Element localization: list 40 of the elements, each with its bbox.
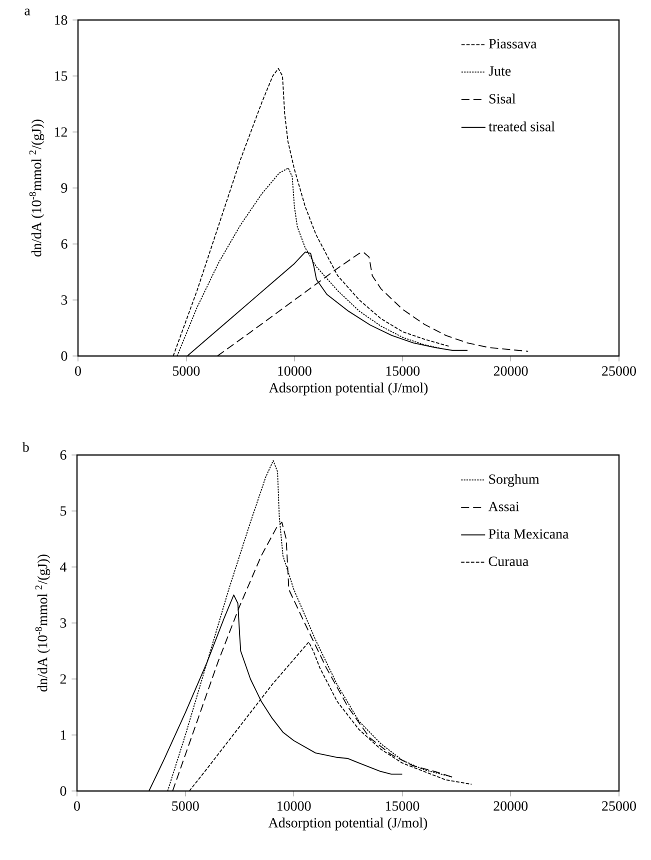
x-tick-label: 10000	[278, 801, 311, 811]
y-tick-label: 18	[54, 15, 68, 25]
y-tick-label: 3	[60, 618, 66, 628]
legend-label: Pita Mexicana	[488, 529, 569, 539]
y-tick-label: 4	[60, 562, 67, 572]
legend-label: treated sisal	[488, 121, 555, 132]
legend-label: Piassava	[488, 39, 537, 48]
x-tick-label: 15000	[386, 366, 420, 376]
y-tick-label: 9	[61, 183, 68, 193]
x-tick-label: 5000	[172, 801, 199, 811]
chart-title: a	[24, 8, 30, 16]
legend-label: Assai	[488, 502, 520, 512]
y-tick-label: 12	[54, 127, 67, 137]
x-tick-label: 0	[74, 801, 80, 811]
x-tick-label: 0	[75, 366, 81, 376]
y-tick-label: 0	[61, 351, 68, 361]
y-tick-label: 15	[54, 71, 68, 81]
y-axis-title: dn/dA (10$^{-8}$mmol $^{2}$/(gJ))	[35, 554, 50, 692]
legend-label: Sorghum	[489, 474, 540, 487]
x-tick-label: 20000	[494, 801, 528, 811]
y-tick-label: 0	[60, 786, 66, 796]
x-tick-label: 20000	[494, 366, 528, 376]
legend-label: Curaua	[488, 556, 528, 566]
x-tick-label: 15000	[386, 801, 420, 811]
legend-label: Jute	[488, 66, 511, 76]
x-tick-label: 25000	[602, 366, 636, 376]
y-tick-label: 6	[61, 239, 68, 249]
x-tick-label: 25000	[602, 801, 636, 811]
x-tick-label: 5000	[173, 366, 200, 376]
y-tick-label: 1	[60, 730, 66, 740]
x-axis-title: Adsorption potential (J/mol)	[268, 818, 428, 830]
y-tick-label: 3	[61, 295, 68, 305]
legend-label: Sisal	[490, 94, 516, 104]
x-axis-title: Adsorption potential (J/mol)	[268, 382, 428, 396]
y-tick-label: 2	[60, 674, 66, 684]
y-tick-label: 6	[60, 450, 66, 460]
x-tick-label: 10000	[278, 366, 312, 376]
y-axis-title: dn/dA (10$^{-8}$mmol $^{2}$/(gJ))	[29, 120, 44, 257]
y-tick-label: 5	[60, 506, 66, 516]
chart-title: b	[22, 442, 29, 452]
